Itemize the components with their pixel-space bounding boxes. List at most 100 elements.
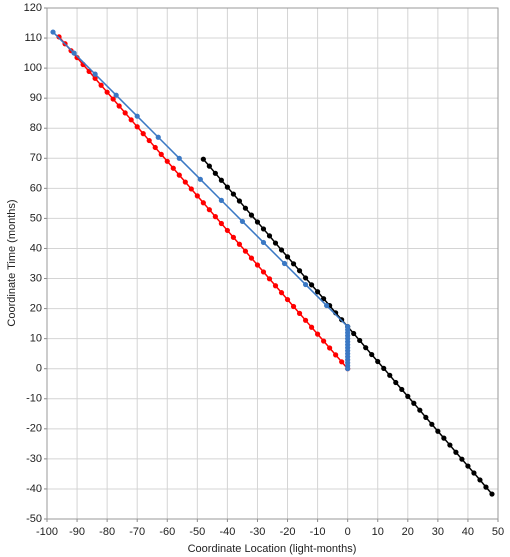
y-axis-title: Coordinate Time (months)	[6, 199, 18, 326]
data-point	[194, 193, 200, 199]
data-point	[230, 191, 237, 197]
data-point	[260, 269, 267, 275]
data-point	[399, 386, 405, 393]
plot-area	[47, 8, 498, 519]
data-point	[56, 34, 62, 40]
y-tick-label: 120	[24, 2, 42, 14]
data-point	[188, 186, 194, 192]
data-point	[296, 310, 303, 316]
y-tick-label: -20	[26, 423, 42, 435]
data-point	[339, 359, 345, 365]
data-point	[176, 155, 182, 161]
x-tick-label: -60	[159, 526, 175, 538]
data-point	[327, 345, 333, 351]
data-point	[134, 124, 140, 130]
x-tick-label: 10	[372, 526, 384, 538]
data-point	[357, 337, 363, 344]
data-point	[308, 282, 315, 288]
data-point	[278, 247, 285, 253]
data-point	[477, 477, 483, 483]
x-tick-label: -70	[129, 526, 145, 538]
data-point	[158, 151, 164, 157]
data-point	[254, 262, 261, 268]
data-point	[152, 144, 158, 151]
data-point	[266, 276, 273, 282]
data-point	[284, 296, 291, 303]
data-point	[453, 449, 459, 455]
plot-border	[46, 7, 499, 520]
y-tick-label: -40	[26, 483, 42, 495]
y-tick-label: 50	[30, 212, 42, 224]
data-point	[483, 484, 489, 490]
data-point	[155, 134, 161, 140]
data-point	[302, 317, 309, 323]
data-point	[471, 470, 477, 476]
data-point	[134, 113, 140, 119]
data-point	[405, 393, 411, 399]
data-point	[417, 407, 423, 413]
data-point	[242, 205, 249, 211]
data-point	[113, 92, 119, 98]
y-tick-label: 70	[30, 152, 42, 164]
x-tick-label: -50	[189, 526, 205, 538]
data-point	[122, 110, 128, 116]
data-point	[321, 296, 327, 302]
data-point	[218, 197, 224, 203]
data-point	[218, 220, 224, 227]
x-tick-label: -40	[219, 526, 235, 538]
data-point	[290, 303, 297, 310]
data-point	[146, 137, 152, 144]
data-point	[248, 212, 255, 218]
data-point	[290, 261, 297, 267]
x-tick-label: 50	[492, 526, 504, 538]
x-tick-label: 20	[402, 526, 414, 538]
y-tick-label: 100	[24, 62, 42, 74]
data-point	[110, 96, 116, 102]
data-point	[281, 260, 288, 267]
data-point	[254, 219, 261, 225]
data-point	[92, 75, 98, 81]
y-tick-label: 40	[30, 242, 42, 254]
x-tick-label: 0	[345, 526, 351, 538]
data-point	[393, 379, 399, 386]
data-point	[387, 372, 393, 378]
y-tick-label: 110	[24, 32, 42, 44]
data-point	[435, 428, 441, 434]
data-point	[266, 233, 273, 239]
data-point	[116, 103, 122, 109]
x-tick-label: -10	[310, 526, 326, 538]
x-tick-label: 40	[462, 526, 474, 538]
data-point	[182, 179, 188, 185]
data-point	[423, 414, 429, 421]
data-point	[239, 218, 246, 225]
data-point	[315, 289, 321, 295]
x-tick-label: -100	[36, 526, 58, 538]
x-tick-label: -20	[280, 526, 296, 538]
data-point	[206, 163, 212, 169]
y-tick-label: 30	[30, 272, 42, 284]
data-point	[429, 421, 435, 427]
data-point	[284, 254, 291, 260]
y-tick-label: 20	[30, 302, 42, 314]
data-point	[302, 275, 309, 281]
data-point	[375, 358, 381, 365]
y-tick-label: 0	[36, 363, 42, 375]
data-point	[411, 400, 417, 406]
data-point	[363, 345, 369, 351]
data-point	[248, 255, 255, 261]
data-point	[345, 324, 351, 330]
data-point	[200, 200, 206, 206]
data-point	[441, 435, 447, 441]
x-tick-label: -90	[69, 526, 85, 538]
data-point	[140, 131, 146, 137]
y-tick-label: 60	[30, 182, 42, 194]
data-point	[272, 283, 279, 289]
data-point	[224, 184, 230, 190]
y-tick-label: 90	[30, 92, 42, 104]
y-tick-label: 10	[30, 333, 42, 345]
data-point	[296, 268, 303, 274]
data-point	[92, 71, 98, 77]
data-point	[489, 491, 495, 497]
data-point	[260, 239, 267, 246]
